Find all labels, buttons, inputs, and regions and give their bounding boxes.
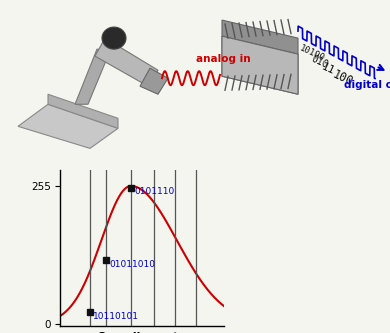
Ellipse shape	[102, 27, 126, 49]
Polygon shape	[18, 104, 118, 149]
X-axis label: Sampling rate: Sampling rate	[98, 332, 186, 333]
Text: 0101110: 0101110	[134, 187, 174, 196]
Text: 10110101: 10110101	[93, 312, 139, 321]
Polygon shape	[140, 68, 168, 94]
Text: digital out: digital out	[344, 80, 390, 90]
Text: 100: 100	[330, 68, 355, 89]
Polygon shape	[95, 38, 158, 86]
Text: analog in: analog in	[196, 54, 251, 64]
Polygon shape	[48, 94, 118, 128]
Polygon shape	[222, 36, 298, 94]
Polygon shape	[222, 36, 298, 94]
Polygon shape	[222, 20, 298, 54]
Text: 010: 010	[310, 54, 330, 71]
Text: 11: 11	[320, 62, 337, 77]
Text: 10100: 10100	[298, 44, 326, 64]
Text: 01011010: 01011010	[110, 260, 156, 269]
Polygon shape	[75, 49, 110, 104]
